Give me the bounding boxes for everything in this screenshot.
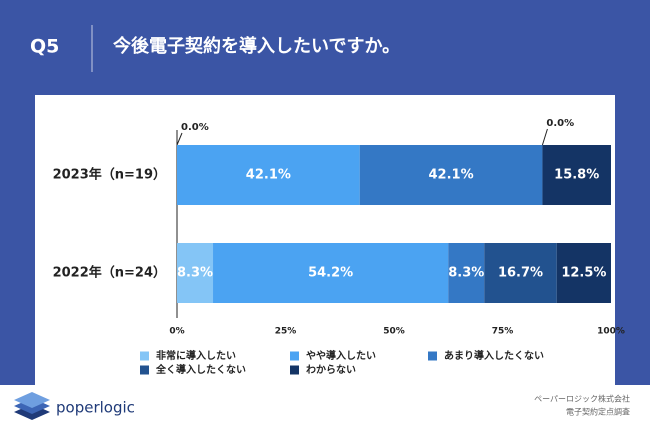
- bar-segment: [359, 145, 543, 205]
- survey: 電子契約定点調査: [566, 407, 630, 417]
- leader-line: [541, 128, 548, 146]
- legend-swatch: [290, 351, 299, 361]
- x-tick-label: 75%: [492, 327, 514, 337]
- logo-layer: [14, 392, 50, 408]
- legend-swatch: [290, 365, 299, 375]
- bar-segment: [177, 243, 214, 303]
- value-label: 16.7%: [498, 266, 543, 281]
- x-tick-label: 100%: [597, 327, 625, 337]
- leader-line: [176, 132, 183, 146]
- x-tick-label: 0%: [169, 327, 184, 337]
- bar-segment: [542, 145, 611, 205]
- legend-swatch: [140, 365, 149, 375]
- brand: poperlogic: [56, 399, 135, 417]
- value-label: 0.0%: [546, 118, 574, 129]
- legend-label: やや導入したい: [306, 349, 376, 362]
- bar-segment: [484, 243, 557, 303]
- footer-band: [0, 385, 650, 434]
- value-label: 42.1%: [246, 168, 291, 183]
- value-label: 8.3%: [177, 266, 213, 281]
- y-tick-label: 2022年（n=24）: [53, 265, 166, 281]
- bar-segment: [177, 145, 360, 205]
- bar-segment: [448, 243, 485, 303]
- x-tick-label: 50%: [383, 327, 405, 337]
- value-label: 0.0%: [181, 122, 209, 133]
- legend-label: あまり導入したくない: [444, 349, 544, 362]
- x-tick-label: 25%: [275, 327, 297, 337]
- legend-label: 全く導入したくない: [155, 363, 246, 376]
- value-label: 42.1%: [429, 168, 474, 183]
- legend-swatch: [428, 351, 437, 361]
- value-label: 15.8%: [554, 168, 599, 183]
- legend-swatch: [140, 351, 149, 361]
- chart-title: 今後電子契約を導入したいですか。: [113, 35, 400, 57]
- legend-label: わからない: [306, 364, 356, 376]
- logo: [14, 392, 50, 420]
- value-label: 12.5%: [561, 266, 606, 281]
- question-label: Q5: [30, 36, 59, 58]
- bar-segment: [213, 243, 449, 303]
- company: ペーパーロジック株式会社: [534, 394, 630, 404]
- bar-segment: [556, 243, 611, 303]
- y-tick-label: 2023年（n=19）: [53, 167, 166, 183]
- value-label: 54.2%: [308, 266, 353, 281]
- value-label: 8.3%: [448, 266, 484, 281]
- legend-label: 非常に導入したい: [156, 349, 236, 362]
